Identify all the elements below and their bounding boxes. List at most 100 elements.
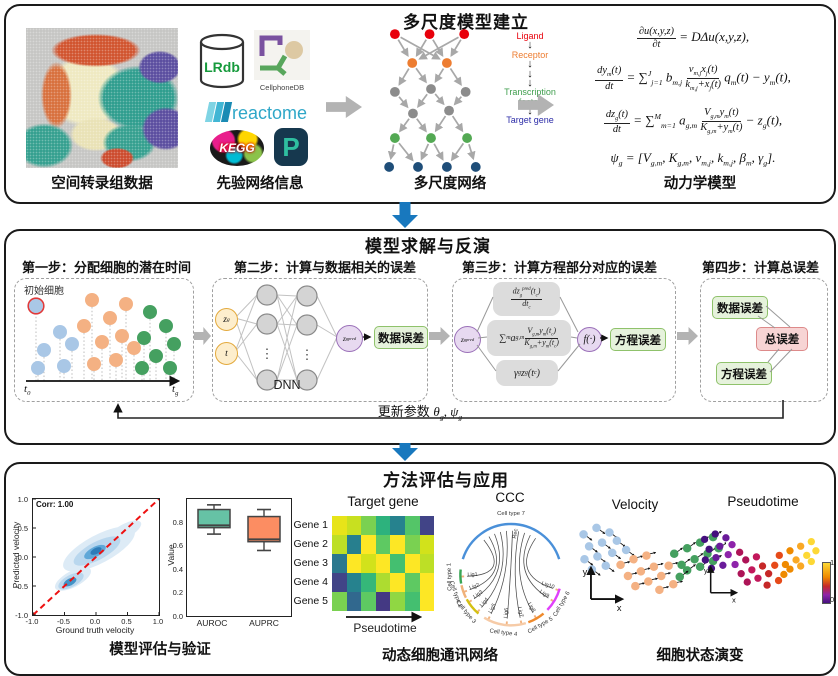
- scatter-y-tick: 0.0: [17, 552, 28, 562]
- dnn-edge: [234, 323, 258, 353]
- spatial-label: 空间转录组数据: [51, 176, 153, 192]
- flow-arrow-down: [392, 202, 418, 228]
- pseudotime-dot: [752, 553, 761, 561]
- heatmap-cell: [419, 592, 435, 611]
- step3-title: 第三步：计算方程部分对应的误差: [462, 260, 658, 275]
- velocity-dot: [623, 571, 633, 581]
- panel-model-solving: [4, 229, 836, 445]
- network-edge: [450, 142, 465, 162]
- cell-dot: [109, 353, 123, 367]
- equation-parameters: ψg = [Vg,m, Kg,m, vm,j, km,j, βm, γg].: [610, 150, 776, 168]
- network-edge: [418, 36, 459, 60]
- heatmap-cell: [405, 516, 420, 535]
- velocity-title: Velocity: [611, 497, 659, 512]
- velocity-dot: [664, 561, 673, 571]
- pseudotime-dot: [737, 570, 745, 578]
- lrdb-text: LRdb: [204, 59, 240, 75]
- velocity-dot: [592, 523, 601, 533]
- zg-pred-node-2: z g pred: [454, 326, 481, 353]
- step3-box: [452, 278, 676, 402]
- dnn-edge: [234, 351, 258, 381]
- pseudotime-dot: [758, 562, 767, 570]
- correlation-plot-svg: [32, 498, 160, 616]
- step4-equation-error-box: 方程误差: [716, 362, 772, 385]
- block-arrow-icon: [677, 327, 698, 345]
- heatmap-cell: [375, 554, 391, 573]
- heatmap-cell: [375, 592, 391, 611]
- velocity-dot: [642, 551, 651, 560]
- dnn-node: [256, 369, 278, 391]
- velocity-arrow: [689, 542, 696, 547]
- cellphonedb-logo: CellphoneDB: [254, 30, 310, 92]
- pseudotime-dot: [764, 570, 773, 578]
- heatmap-cell: [405, 554, 420, 573]
- box-AUPRC: [247, 515, 281, 543]
- target-gene-heatmap: [332, 516, 435, 611]
- pseudotime-dot: [763, 581, 771, 589]
- ligand-label: Lig4: [479, 597, 490, 609]
- kegg-text: KEGG: [219, 141, 255, 155]
- reactome-text: reactome: [232, 103, 307, 123]
- network-edge: [420, 143, 430, 161]
- connector-line: [559, 296, 579, 333]
- connector-line: [477, 336, 488, 339]
- lrdb-logo: LRdb: [199, 33, 245, 89]
- velocity-dot: [695, 562, 705, 571]
- heatmap-cell: [375, 535, 391, 554]
- scatter-y-tick: 0.5: [17, 523, 28, 533]
- velocity-dot: [597, 538, 607, 547]
- spatial-transcriptomics-image: [26, 28, 178, 168]
- chord-line: [526, 538, 554, 589]
- pseudotime-dot: [712, 554, 720, 562]
- velocity-arrow: [656, 562, 664, 566]
- panel3-title: 方法评估与应用: [383, 471, 509, 490]
- heatmap-title: Target gene: [347, 494, 419, 509]
- pseudotime-dot: [742, 556, 750, 564]
- y-axis-label: y: [704, 566, 708, 575]
- celltype-arc: [461, 522, 561, 560]
- velocity-arrow: [614, 554, 621, 559]
- heatmap-row-label: Gene 3: [293, 557, 328, 569]
- velocity-dot: [655, 585, 664, 595]
- network-node-g1: [460, 86, 471, 97]
- boxplot-y-tick: 0.2: [172, 588, 183, 598]
- scatter-x-tick: 0.0: [89, 617, 101, 626]
- pseudotime-dot: [771, 561, 779, 569]
- dnn-node: [296, 314, 318, 336]
- velocity-dot: [656, 571, 666, 581]
- network-edge: [415, 67, 427, 84]
- pseudotime-dot: [748, 566, 756, 574]
- identity-line: [32, 498, 160, 616]
- velocity-arrow: [636, 555, 644, 559]
- boxplot-svg: [197, 504, 281, 552]
- cell-dot: [31, 361, 45, 375]
- cell-dot: [115, 329, 129, 343]
- network-edge: [434, 93, 445, 106]
- chord-line: [514, 531, 521, 618]
- velocity-arrow: [676, 547, 683, 553]
- flow-arrow-down: [392, 443, 418, 461]
- equation-error-box: 方程误差: [610, 328, 666, 351]
- pseudotime-dot: [731, 560, 739, 569]
- pseudotime-plot: yx: [700, 530, 820, 605]
- cell-dot: [167, 337, 181, 351]
- pseudotime-dot: [701, 556, 709, 564]
- pseudotime-dot: [705, 545, 713, 553]
- network-node-grn: [462, 133, 473, 143]
- heatmap-cell: [332, 516, 347, 535]
- dnn-vdots: ⋮: [301, 347, 314, 362]
- ccc-title: CCC: [495, 490, 525, 505]
- velocity-dot: [584, 542, 594, 551]
- cell-dot: [135, 361, 149, 375]
- connector-line: [476, 296, 494, 333]
- network-edge: [387, 144, 397, 161]
- cell-dot: [53, 325, 67, 339]
- dnn-edge: [276, 295, 298, 381]
- data-error-box: 数据误差: [374, 326, 428, 349]
- heatmap-cell: [361, 516, 376, 535]
- pseudotime-dot: [796, 562, 805, 570]
- network-edge: [398, 68, 410, 86]
- cellphonedb-text: CellphoneDB: [260, 83, 304, 92]
